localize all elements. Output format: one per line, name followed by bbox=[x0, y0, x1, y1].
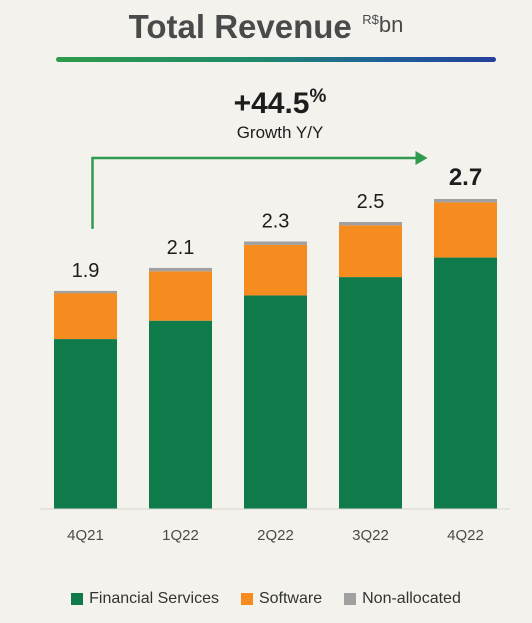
legend-label-software: Software bbox=[258, 590, 323, 607]
bar-non-allocated-4q22 bbox=[434, 199, 497, 203]
bar-non-allocated-1q22 bbox=[149, 267, 212, 272]
total-label-1q22: 2.1 bbox=[167, 237, 195, 259]
legend-label-non-allocated: Non-allocated bbox=[362, 590, 461, 607]
total-label-4q21: 1.9 bbox=[72, 260, 100, 282]
bar-financial-services-3q22 bbox=[339, 277, 402, 509]
chart-unit: R$bn bbox=[362, 12, 403, 37]
growth-arrow-line bbox=[91, 156, 418, 229]
x-tick-2q22: 2Q22 bbox=[257, 527, 294, 544]
bar-financial-services-2q22 bbox=[244, 295, 307, 509]
bar-non-allocated-3q22 bbox=[339, 222, 402, 226]
title-block: Total Revenue R$bn bbox=[0, 8, 532, 46]
total-label-4q22: 2.7 bbox=[449, 164, 482, 191]
x-tick-4q22: 4Q22 bbox=[447, 527, 484, 544]
bar-financial-services-1q22 bbox=[149, 320, 212, 509]
title-underline bbox=[56, 57, 496, 62]
x-tick-1q22: 1Q22 bbox=[162, 527, 199, 544]
legend-label-financial-services: Financial Services bbox=[89, 590, 219, 607]
bar-software-1q22 bbox=[149, 271, 212, 321]
bar-software-4q22 bbox=[434, 202, 497, 258]
bar-financial-services-4q22 bbox=[434, 257, 497, 509]
bar-software-2q22 bbox=[244, 244, 307, 296]
chart-title: Total Revenue bbox=[128, 8, 352, 45]
bar-software-3q22 bbox=[339, 225, 402, 278]
growth-label: Growth Y/Y bbox=[236, 123, 324, 142]
legend-item-software: Software bbox=[240, 590, 323, 608]
total-label-3q22: 2.5 bbox=[357, 191, 385, 213]
growth-arrow-head bbox=[415, 151, 428, 165]
bar-non-allocated-2q22 bbox=[244, 241, 307, 245]
growth-value: +44.5% bbox=[170, 86, 390, 121]
x-tick-4q21: 4Q21 bbox=[67, 527, 104, 544]
x-tick-3q22: 3Q22 bbox=[352, 527, 389, 544]
total-label-2q22: 2.3 bbox=[262, 211, 290, 233]
bar-software-4q21 bbox=[54, 293, 117, 339]
bar-non-allocated-4q21 bbox=[54, 290, 117, 294]
unit-prefix: R$ bbox=[362, 11, 379, 27]
legend-swatch-non-allocated bbox=[344, 593, 357, 605]
growth-callout: +44.5% Growth Y/Y bbox=[170, 86, 390, 143]
legend-item-non-allocated: Non-allocated bbox=[344, 590, 461, 608]
legend-swatch-software bbox=[240, 593, 253, 605]
growth-number: +44.5 bbox=[233, 87, 310, 120]
unit-suffix: bn bbox=[378, 11, 404, 37]
legend-item-financial-services: Financial Services bbox=[71, 590, 219, 608]
bar-financial-services-4q21 bbox=[54, 339, 117, 509]
legend-swatch-financial-services bbox=[71, 593, 84, 605]
growth-suffix: % bbox=[309, 86, 327, 107]
legend: Financial Services Software Non-allocated bbox=[0, 590, 532, 608]
